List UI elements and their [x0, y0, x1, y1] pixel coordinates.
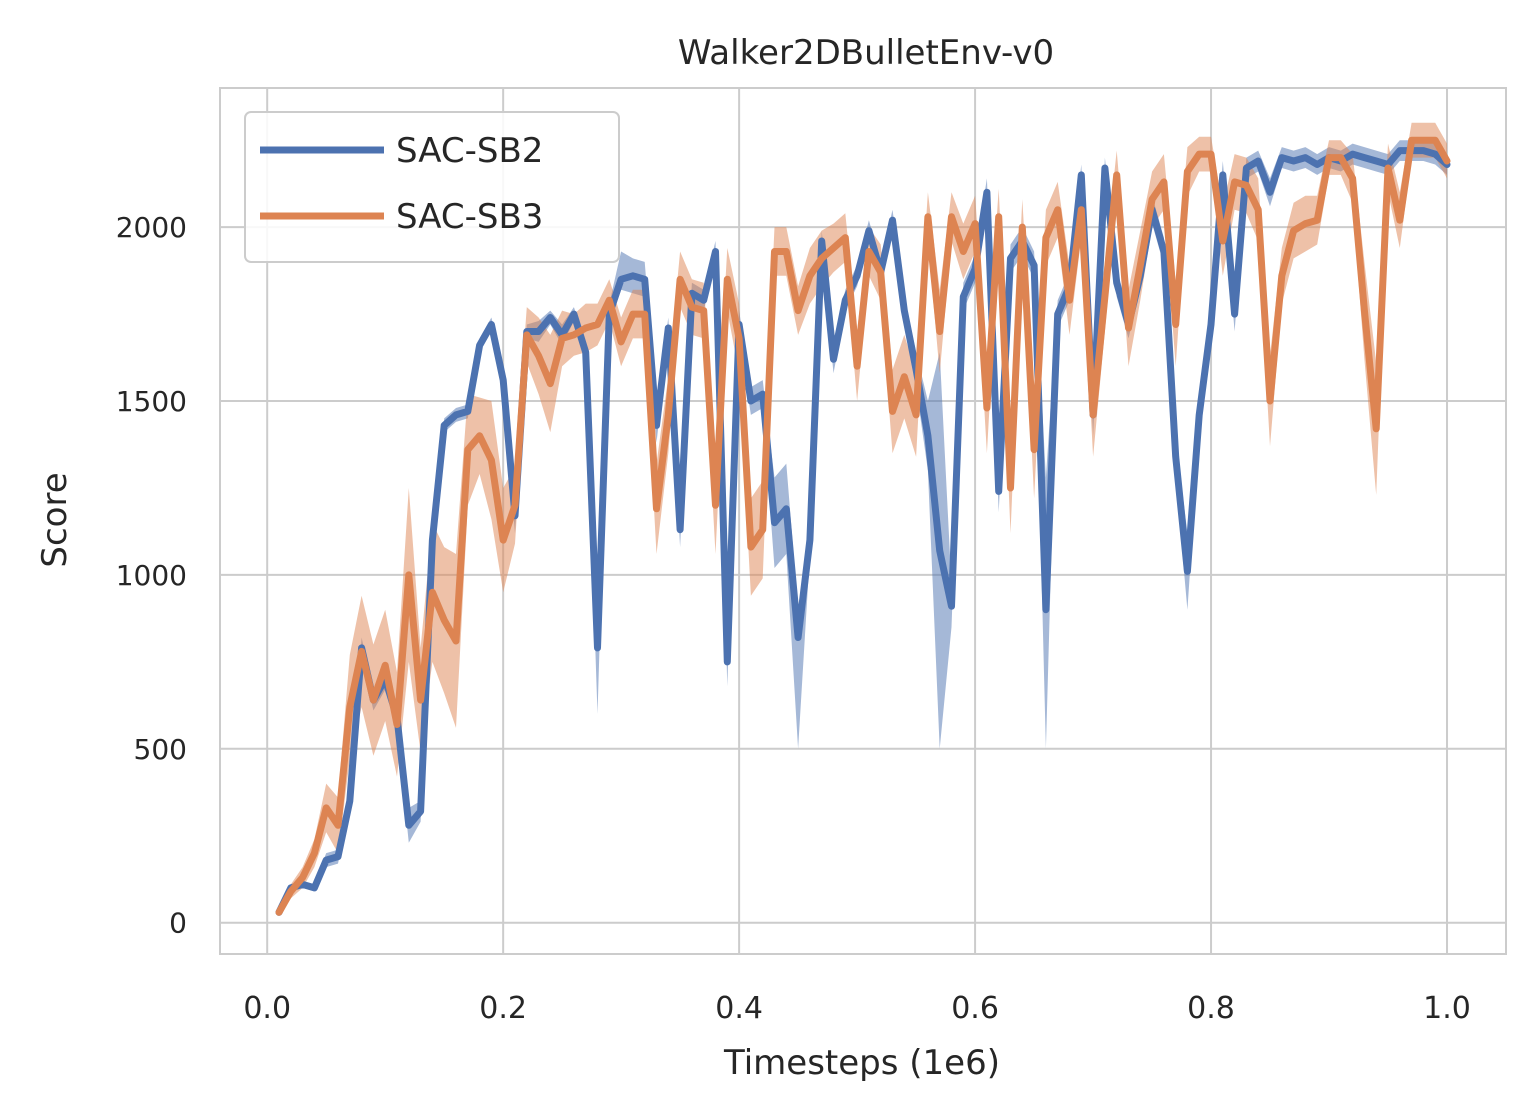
y-tick-label: 0: [169, 907, 187, 940]
x-tick-label: 0.6: [951, 991, 999, 1026]
x-tick-label: 0.4: [715, 991, 763, 1026]
x-tick-label: 0.2: [479, 991, 527, 1026]
series-lines: [275, 136, 1451, 916]
x-tick-label: 0.8: [1187, 991, 1235, 1026]
sac-sb2-line: [275, 147, 1451, 916]
x-axis-label: Timesteps (1e6): [723, 1043, 1000, 1083]
sac-sb2-legend-label: SAC-SB2: [396, 131, 543, 171]
plot-frame: [219, 87, 1507, 955]
x-tick-labels: 0.0 0.2 0.4 0.6 0.8 1.0: [243, 991, 1471, 1026]
y-tick-labels: 0 500 1000 1500 2000: [116, 211, 187, 940]
y-tick-label: 1500: [116, 385, 187, 418]
y-axis-label: Score: [35, 472, 75, 567]
x-tick-label: 0.0: [243, 991, 291, 1026]
y-tick-label: 1000: [116, 559, 187, 592]
y-tick-label: 2000: [116, 211, 187, 244]
sac-sb3-legend-label: SAC-SB3: [396, 197, 543, 237]
x-tick-label: 1.0: [1423, 991, 1471, 1026]
sac-sb3-line: [275, 136, 1451, 916]
y-tick-label: 500: [134, 733, 187, 766]
chart-title: Walker2DBulletEnv-v0: [678, 33, 1054, 73]
legend: SAC-SB2 SAC-SB3: [244, 111, 620, 263]
